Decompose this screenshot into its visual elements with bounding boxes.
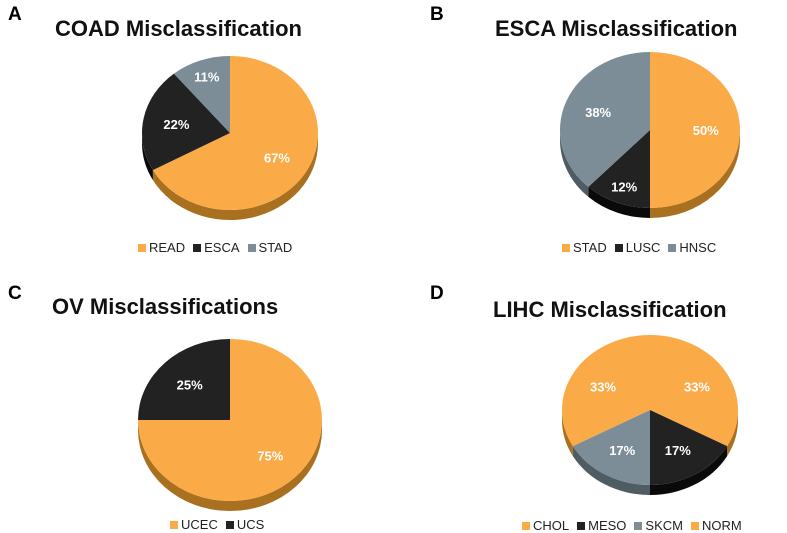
pie-slice-chol bbox=[650, 335, 738, 447]
legend-swatch bbox=[522, 521, 530, 530]
pie-side-stad bbox=[650, 130, 740, 218]
pie-side-lusc bbox=[588, 186, 650, 218]
pie-slice-stad bbox=[173, 56, 230, 133]
pie-slice-skcm bbox=[572, 410, 650, 485]
legend-item-norm: NORM bbox=[690, 518, 742, 533]
legend-swatch bbox=[138, 243, 146, 252]
panel-letter-c: C bbox=[8, 283, 22, 304]
legend-label: UCS bbox=[236, 517, 265, 532]
pie-side-esca bbox=[142, 133, 153, 181]
legend-swatch bbox=[634, 521, 643, 530]
panel-letter-d: D bbox=[430, 283, 444, 304]
slice-label-ucs: 25% bbox=[177, 377, 203, 392]
slice-label-hnsc: 38% bbox=[585, 105, 611, 120]
slice-label-stad: 11% bbox=[194, 69, 220, 84]
chart-title-ov: OV Misclassifications bbox=[52, 294, 279, 319]
pie-slice-read bbox=[152, 56, 318, 210]
pie-side-chol bbox=[727, 410, 738, 457]
legend-lihc: CHOL MESO SKCM NORM bbox=[522, 518, 742, 533]
slice-label-meso: 17% bbox=[665, 443, 691, 458]
legend-item-meso: MESO bbox=[577, 518, 626, 533]
legend-esca: STAD LUSC HNSC bbox=[562, 240, 716, 255]
legend-item-stad: STAD bbox=[247, 240, 293, 255]
panel-letter-a: A bbox=[8, 4, 22, 25]
pie-chart-coad: 67% 22% 11% bbox=[142, 56, 318, 220]
slice-label-read: 67% bbox=[264, 150, 290, 165]
legend-item-chol: CHOL bbox=[522, 518, 569, 533]
legend-swatch bbox=[225, 520, 234, 529]
legend-label: SKCM bbox=[645, 518, 683, 533]
pie-slice-ucs bbox=[138, 339, 230, 420]
pie-side-hnsc bbox=[560, 130, 589, 197]
legend-swatch bbox=[562, 243, 570, 252]
legend-item-ucec: UCEC bbox=[170, 517, 218, 532]
legend-label: HNSC bbox=[679, 240, 717, 255]
pie-chart-lihc: 33% 17% 17% 33% bbox=[562, 335, 738, 495]
pie-slice-stad bbox=[650, 52, 740, 208]
slice-label-stad: 50% bbox=[693, 123, 719, 138]
legend-item-stad: STAD bbox=[562, 240, 607, 255]
legend-coad: READ ESCA STAD bbox=[138, 240, 292, 255]
panel-letter-b: B bbox=[430, 4, 444, 25]
legend-swatch bbox=[690, 521, 699, 530]
slice-label-chol: 33% bbox=[684, 379, 710, 394]
legend-label: READ bbox=[149, 240, 186, 255]
pie-slice-meso bbox=[650, 410, 728, 485]
slice-label-norm: 33% bbox=[590, 379, 616, 394]
pie-slice-norm bbox=[562, 335, 650, 447]
legend-swatch bbox=[668, 243, 677, 252]
chart-title-esca: ESCA Misclassification bbox=[495, 16, 738, 41]
pie-side-skcm bbox=[572, 446, 650, 495]
chart-title-coad: COAD Misclassification bbox=[55, 16, 302, 41]
pie-side-meso bbox=[650, 446, 728, 495]
legend-ov: UCEC UCS bbox=[170, 517, 264, 532]
legend-swatch bbox=[193, 243, 202, 252]
slice-label-esca: 22% bbox=[163, 117, 189, 132]
legend-item-ucs: UCS bbox=[225, 517, 265, 532]
legend-swatch bbox=[614, 243, 623, 252]
chart-title-lihc: LIHC Misclassification bbox=[493, 297, 727, 322]
legend-label: LUSC bbox=[625, 240, 661, 255]
legend-label: CHOL bbox=[533, 518, 570, 533]
legend-item-esca: ESCA bbox=[193, 240, 240, 255]
pie-slice-hnsc bbox=[560, 52, 650, 187]
legend-item-skcm: SKCM bbox=[634, 518, 683, 533]
legend-item-hnsc: HNSC bbox=[668, 240, 716, 255]
slice-label-ucec: 75% bbox=[257, 449, 283, 464]
pie-chart-ov: 75% 25% bbox=[138, 339, 322, 511]
legend-label: MESO bbox=[588, 518, 627, 533]
legend-item-read: READ bbox=[138, 240, 185, 255]
pie-side-norm bbox=[562, 410, 573, 457]
legend-label: NORM bbox=[701, 518, 742, 533]
legend-swatch bbox=[247, 243, 256, 252]
pie-slice-esca bbox=[142, 73, 230, 171]
legend-swatch bbox=[170, 520, 178, 529]
legend-label: ESCA bbox=[204, 240, 240, 255]
slice-label-lusc: 12% bbox=[611, 180, 637, 195]
slice-label-skcm: 17% bbox=[609, 443, 635, 458]
legend-label: STAD bbox=[258, 240, 293, 255]
legend-label: STAD bbox=[573, 240, 607, 255]
pie-chart-esca: 50% 12% 38% bbox=[560, 52, 740, 218]
legend-label: UCEC bbox=[181, 517, 218, 532]
legend-item-lusc: LUSC bbox=[614, 240, 661, 255]
legend-swatch bbox=[577, 521, 586, 530]
pie-slice-lusc bbox=[588, 130, 650, 208]
